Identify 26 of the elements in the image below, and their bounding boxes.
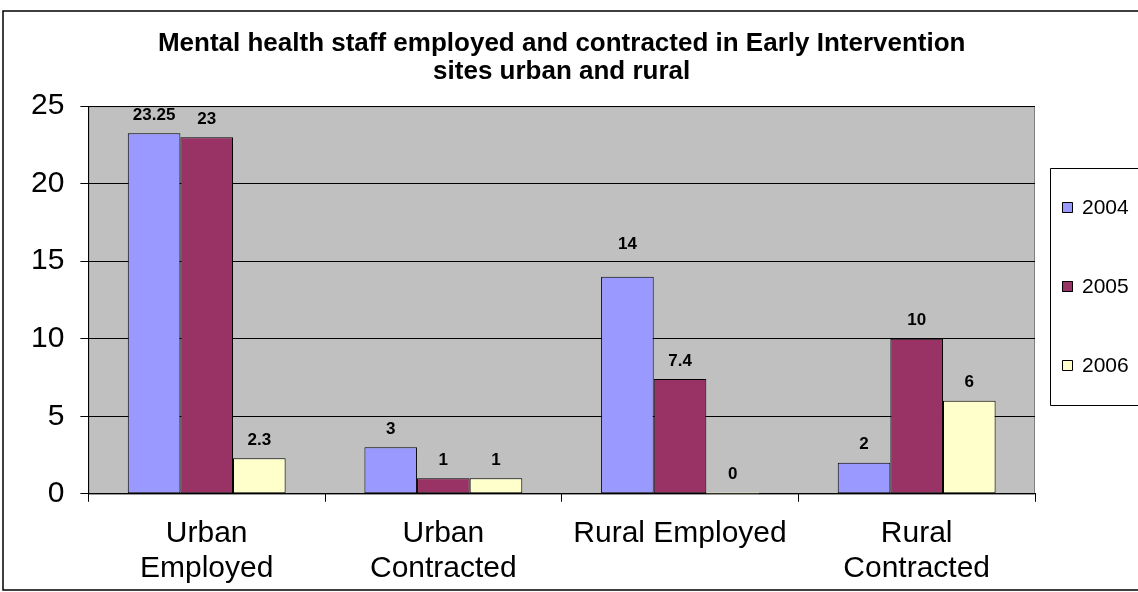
y-tick-label: 0 [47,475,65,509]
data-label: 2.3 [247,429,272,449]
x-tick-label: Urban Employed [139,514,274,583]
data-label: 1 [438,449,449,469]
y-tick-label: 10 [30,320,65,354]
data-label: 6 [964,372,975,392]
x-tick-label: Rural Contracted [843,514,991,583]
y-tick-label: 20 [30,164,65,198]
legend-label: 2005 [1082,274,1129,298]
data-label: 23 [197,108,217,128]
data-label: 10 [907,310,927,330]
y-tick-label: 15 [30,242,65,276]
data-label: 14 [617,233,638,253]
data-label: 3 [386,418,396,438]
data-label: 1 [491,449,501,469]
y-tick-label: 25 [30,87,65,121]
data-label: 7.4 [668,350,693,370]
legend-label: 2006 [1082,353,1129,377]
data-label: 0 [727,464,738,484]
x-tick-label: Urban Contracted [369,514,517,583]
x-tick-label: Rural Employed [573,514,787,548]
data-label: 23.25 [132,104,176,124]
y-tick-label: 5 [47,397,65,431]
chart-title: Mental health staff employed and contracted in Early Intervention sites urban and rural [157,27,966,86]
legend-label: 2004 [1082,195,1130,219]
data-label: 2 [859,434,869,454]
